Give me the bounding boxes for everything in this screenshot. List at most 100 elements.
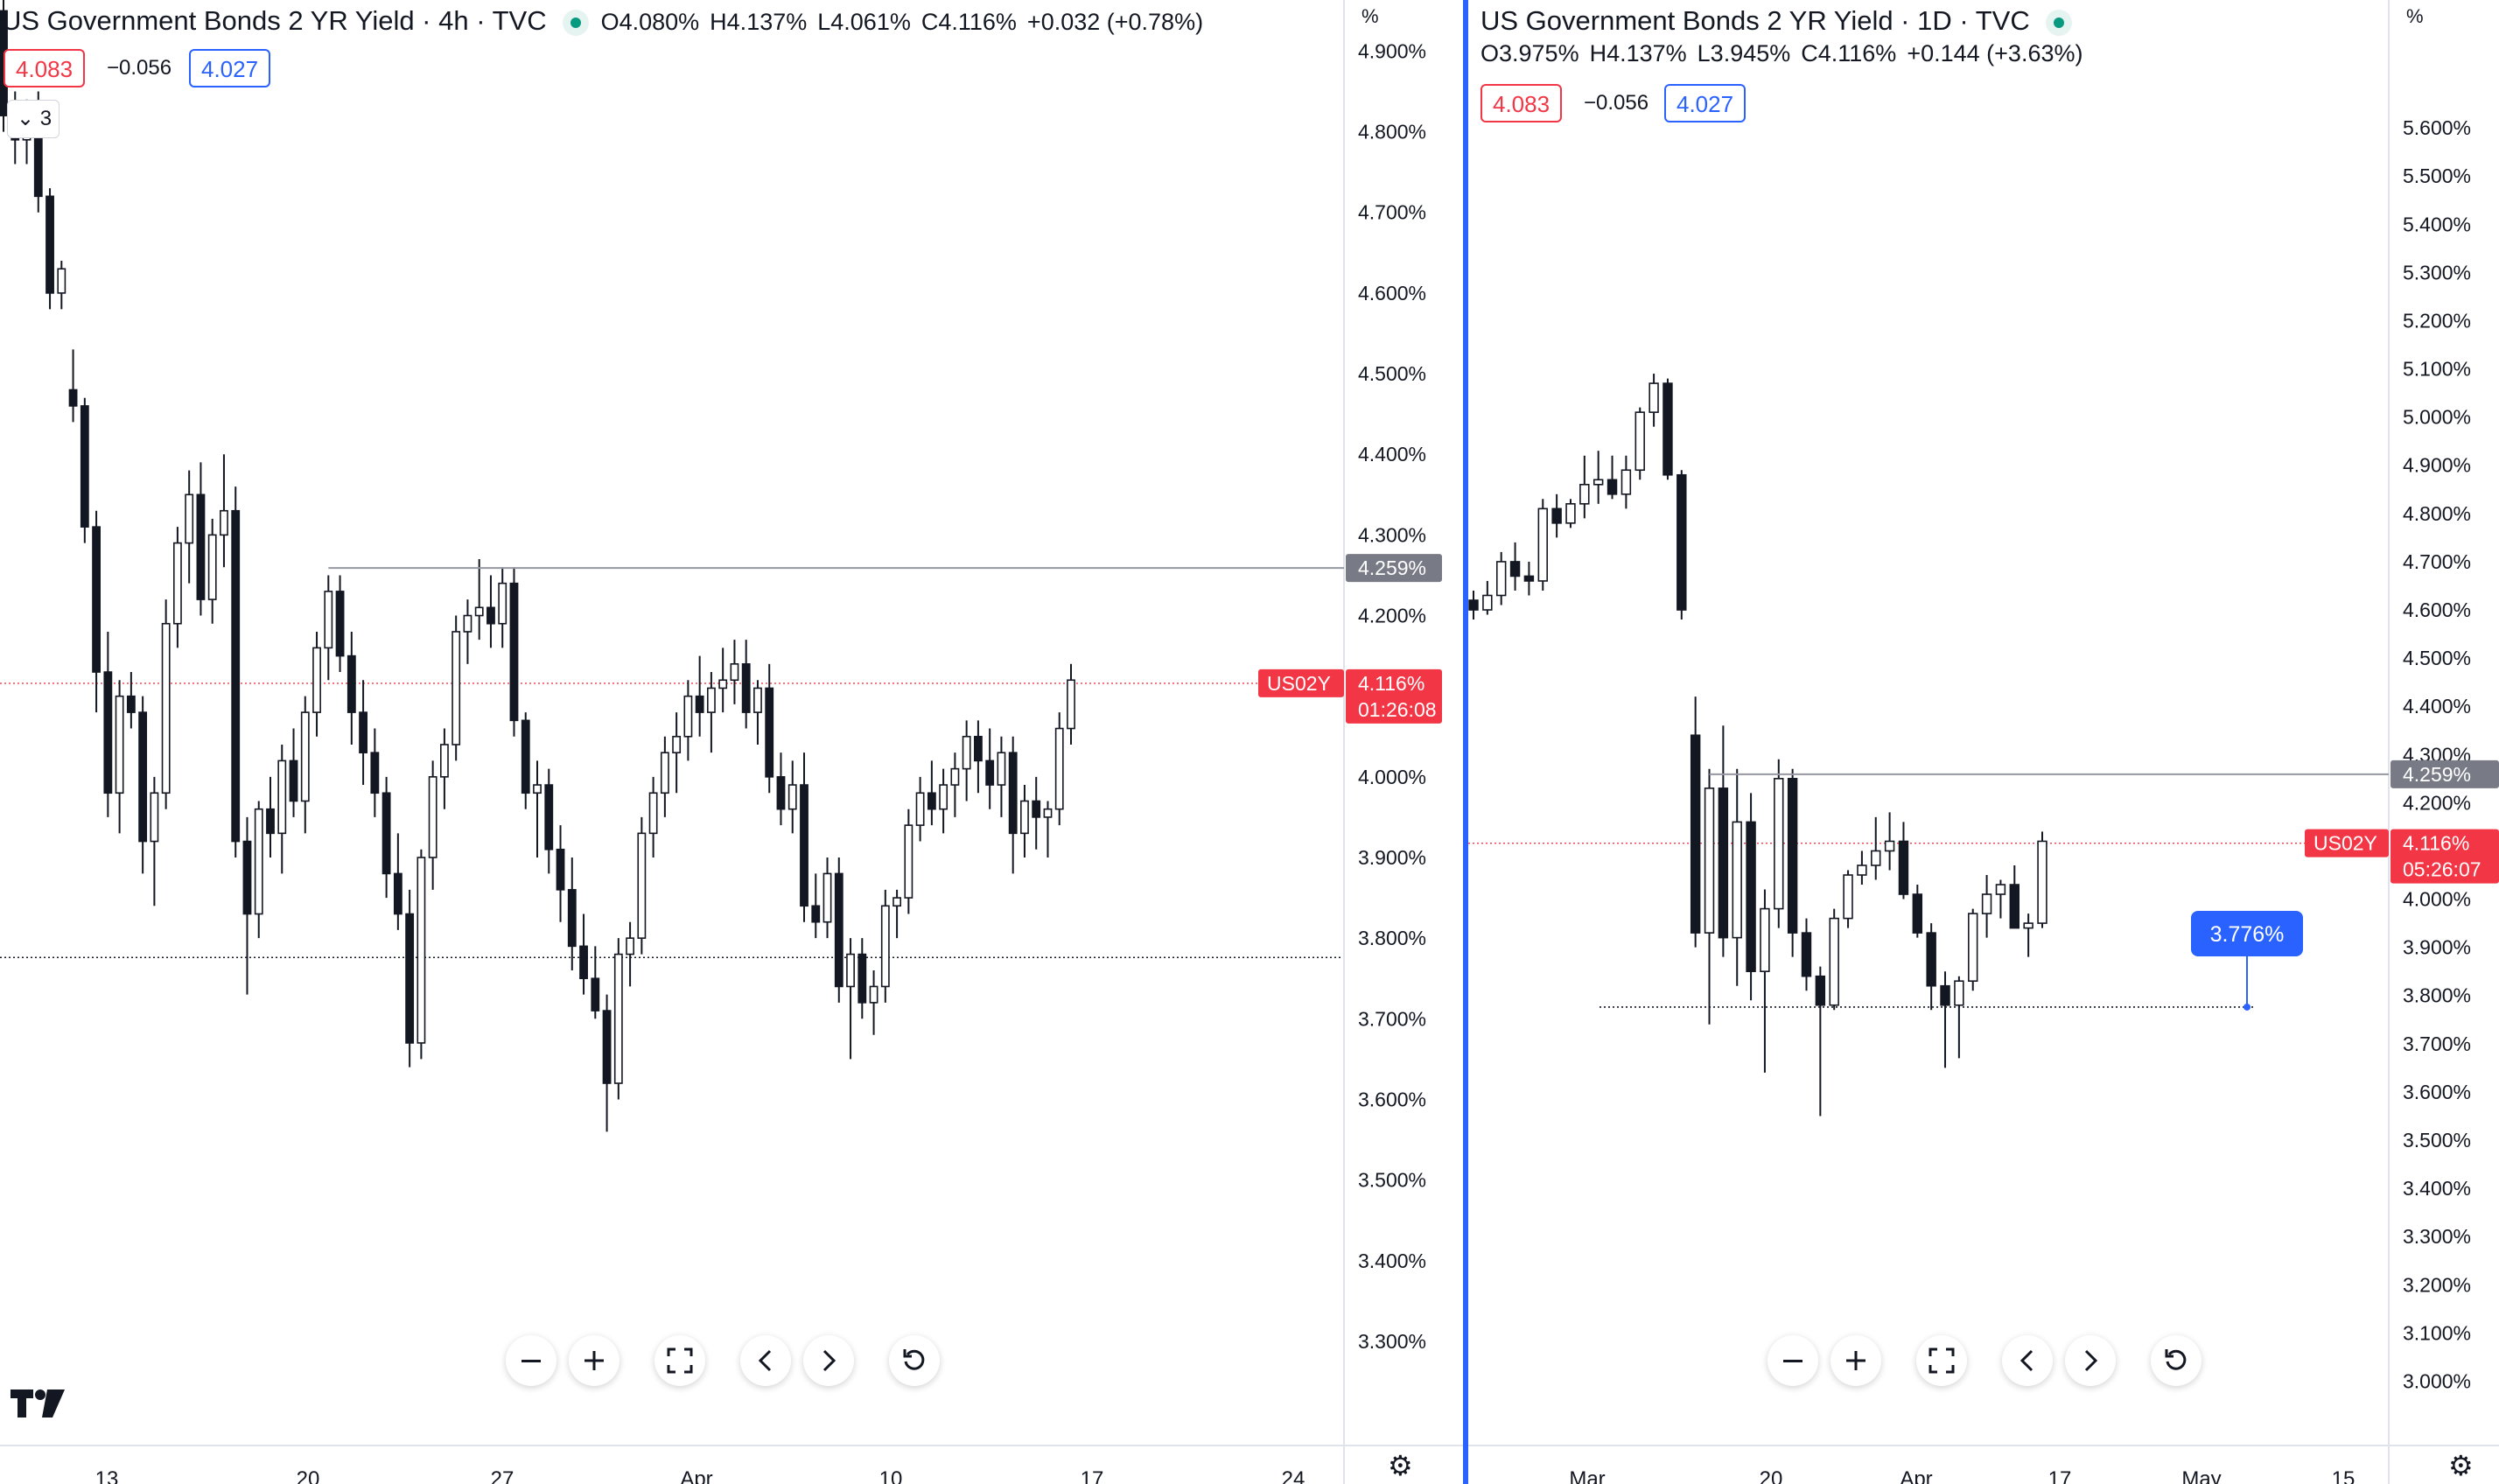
candle-down (359, 711, 368, 753)
candle-down (1523, 575, 1535, 582)
candle-down (1801, 932, 1812, 977)
candle-down (1551, 508, 1562, 524)
axis-unit-label: % (1362, 5, 1379, 27)
zoom-in-button[interactable] (1830, 1335, 1881, 1386)
candle-up (648, 792, 658, 835)
candle-up (626, 937, 634, 956)
y-tick-label: 4.800% (2403, 502, 2471, 525)
y-tick-label: 4.500% (2403, 647, 2471, 669)
y-tick-label: 4.700% (2403, 550, 2471, 573)
candle-up (1774, 778, 1784, 910)
scroll-right-button[interactable] (803, 1335, 854, 1386)
sell-button[interactable]: 4.083 (1480, 84, 1563, 122)
y-tick-label: 3.100% (2403, 1321, 2471, 1344)
candle-up (254, 808, 263, 915)
axis-unit-label: % (2406, 5, 2424, 27)
fullscreen-icon (1928, 1348, 1955, 1374)
candle-down (1662, 382, 1673, 476)
ohlc-low: L3.945% (1697, 40, 1791, 66)
candle-down (765, 687, 774, 778)
candle-up (1634, 411, 1645, 472)
zoom-out-button[interactable] (1768, 1335, 1818, 1386)
chevron-left-icon (758, 1349, 772, 1372)
candle-down (556, 848, 565, 891)
buy-button[interactable]: 4.027 (189, 49, 271, 88)
candle-up (1579, 483, 1590, 505)
candle-down (46, 195, 54, 294)
candle-down (1606, 479, 1618, 495)
chart-pane-4h[interactable]: % 4.900% 4.800% 4.700% 4.600% 4.500% 4.400% 4.3… (0, 0, 1463, 1484)
ohlc-open: O3.975% (1480, 40, 1579, 66)
candle-up (939, 784, 948, 810)
candle-up (1843, 874, 1853, 920)
reset-chart-button[interactable] (2151, 1335, 2202, 1386)
ohlc-change: +0.032 (+0.78%) (1026, 9, 1204, 35)
candle-down (602, 1010, 612, 1084)
x-tick-label: Mar (1569, 1467, 1605, 1484)
ohlc-change: +0.144 (+3.63%) (1907, 40, 2083, 66)
indicators-toggle[interactable]: ⌄ 3 (7, 100, 60, 138)
candle-down (1912, 893, 1923, 934)
candle-down (858, 953, 867, 1004)
candle-up (1565, 503, 1576, 524)
chart-canvas-1d[interactable]: % 5.600% 5.500% 5.400% 5.300% 5.200% 5.100% 5.0… (1468, 0, 2499, 1484)
candle-down (138, 711, 148, 843)
y-tick-label: 3.400% (2403, 1177, 2471, 1200)
y-tick-label: 4.800% (1358, 121, 1426, 144)
ohlc-low: L4.061% (817, 9, 911, 35)
candle-down (591, 977, 600, 1012)
settings-gear-icon[interactable]: ⚙ (2448, 1450, 2474, 1481)
candle-down (242, 840, 252, 915)
level-price-label: 4.259% (1358, 556, 1426, 579)
candle-down (800, 784, 808, 907)
sell-button[interactable]: 4.083 (4, 49, 86, 88)
candle-up (416, 857, 426, 1044)
candle-up (613, 953, 623, 1084)
candle-down (68, 388, 78, 407)
x-tick-label: 24 (1282, 1467, 1306, 1484)
candle-up (277, 760, 287, 835)
y-tick-label: 4.200% (1358, 605, 1426, 627)
reset-chart-button[interactable] (889, 1335, 940, 1386)
settings-gear-icon[interactable]: ⚙ (1388, 1450, 1413, 1481)
candle-up (880, 905, 890, 988)
y-tick-label: 4.900% (2403, 454, 2471, 477)
candle-up (1871, 850, 1881, 866)
candle-up (150, 792, 159, 843)
reset-scale-button[interactable] (654, 1335, 705, 1386)
candle-up (846, 953, 855, 988)
ohlc-close: C4.116% (1801, 40, 1897, 66)
candle-down (266, 808, 275, 835)
scroll-right-button[interactable] (2065, 1335, 2116, 1386)
x-tick-label: 17 (2048, 1467, 2072, 1484)
candle-down (1690, 734, 1701, 934)
reset-scale-button[interactable] (1916, 1335, 1967, 1386)
chart-canvas-4h[interactable]: % 4.900% 4.800% 4.700% 4.600% 4.500% 4.400% 4.3… (0, 0, 1463, 1484)
ohlc-high: H4.137% (710, 9, 808, 35)
candle-down (1676, 473, 1687, 611)
y-tick-label: 4.600% (2403, 598, 2471, 621)
candle-down (103, 671, 113, 794)
buy-button[interactable]: 4.027 (1664, 84, 1746, 122)
candle-up (1995, 884, 2006, 895)
pane-divider[interactable] (1463, 0, 1468, 1484)
market-status-icon[interactable] (562, 9, 589, 36)
candle-up (1954, 980, 1964, 1006)
scroll-left-button[interactable] (2002, 1335, 2053, 1386)
last-price-tag (1346, 668, 1442, 724)
candle-up (173, 542, 182, 625)
candle-up (300, 711, 310, 802)
tradingview-logo[interactable] (10, 1390, 66, 1419)
chart-pane-1d[interactable]: % 5.600% 5.500% 5.400% 5.300% 5.200% 5.100% 5.0… (1468, 0, 2499, 1484)
candle-up (1482, 594, 1493, 611)
zoom-out-button[interactable] (506, 1335, 556, 1386)
y-tick-label: 3.000% (2403, 1369, 2471, 1392)
market-status-icon[interactable] (2045, 9, 2072, 36)
candle-down (1815, 975, 1826, 1006)
candle-down (1509, 561, 1521, 578)
candle-down (382, 792, 391, 875)
zoom-in-button[interactable] (569, 1335, 620, 1386)
y-tick-label: 4.700% (1358, 201, 1426, 224)
y-tick-label: 4.400% (1358, 443, 1426, 466)
scroll-left-button[interactable] (740, 1335, 791, 1386)
